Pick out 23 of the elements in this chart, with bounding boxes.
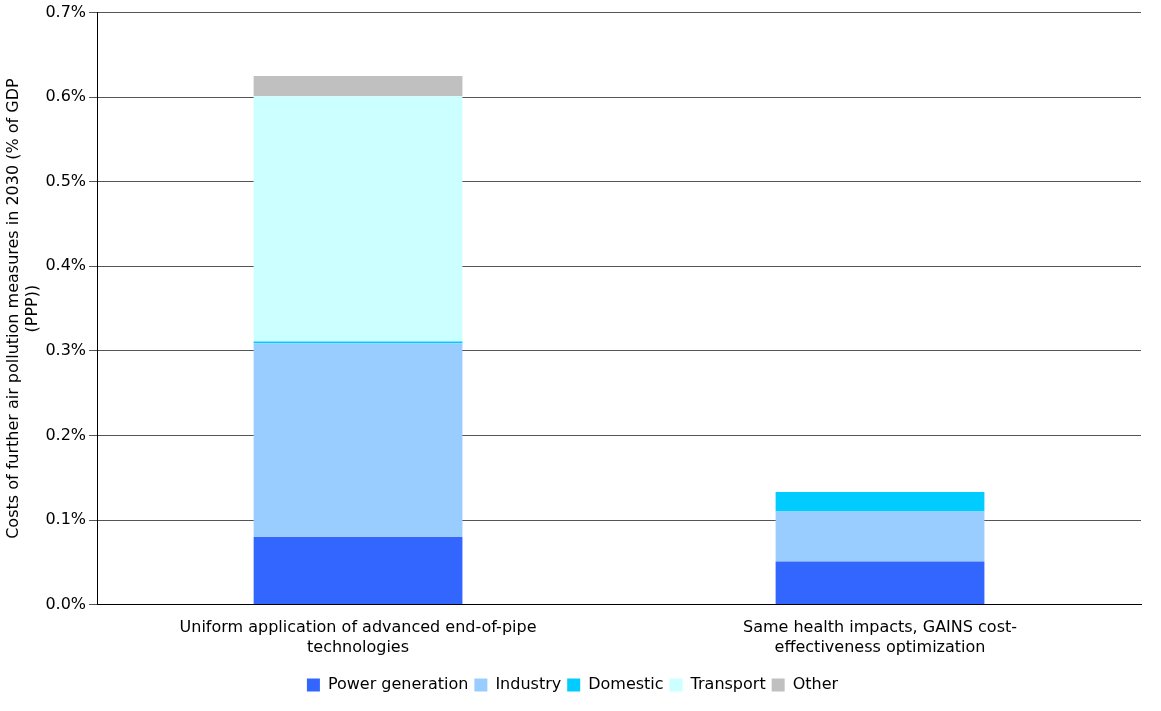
y-tick-label: 0.4% — [45, 255, 87, 275]
legend-label: Domestic — [588, 674, 664, 694]
y-tick-label: 0.2% — [45, 424, 87, 444]
y-tick-label: 0.5% — [45, 170, 87, 190]
legend-label: Transport — [689, 674, 766, 694]
legend-label: Other — [792, 674, 839, 694]
bar — [775, 561, 985, 605]
bar — [253, 96, 463, 342]
y-tick-label: 0.6% — [45, 86, 87, 106]
bar — [775, 492, 985, 512]
bar — [253, 536, 463, 605]
y-tick-label: 0.0% — [45, 593, 87, 613]
legend-label: Power generation — [327, 674, 469, 694]
legend-label: Industry — [495, 674, 562, 694]
bar — [253, 76, 463, 97]
y-tick-label: 0.7% — [45, 1, 87, 21]
bar — [775, 511, 985, 562]
x-tick-label: Uniform application of advanced end-of-pipe technologies — [179, 617, 537, 656]
y-axis-title: Costs of further air pollution measures in 2030 (% of GDP (PPP)) — [2, 78, 41, 539]
y-tick-label: 0.1% — [45, 509, 87, 529]
x-tick-label: Same health impacts, GAINS cost-effectiveness optimization — [743, 617, 1018, 656]
bar — [253, 343, 463, 537]
y-tick-label: 0.3% — [45, 340, 87, 360]
